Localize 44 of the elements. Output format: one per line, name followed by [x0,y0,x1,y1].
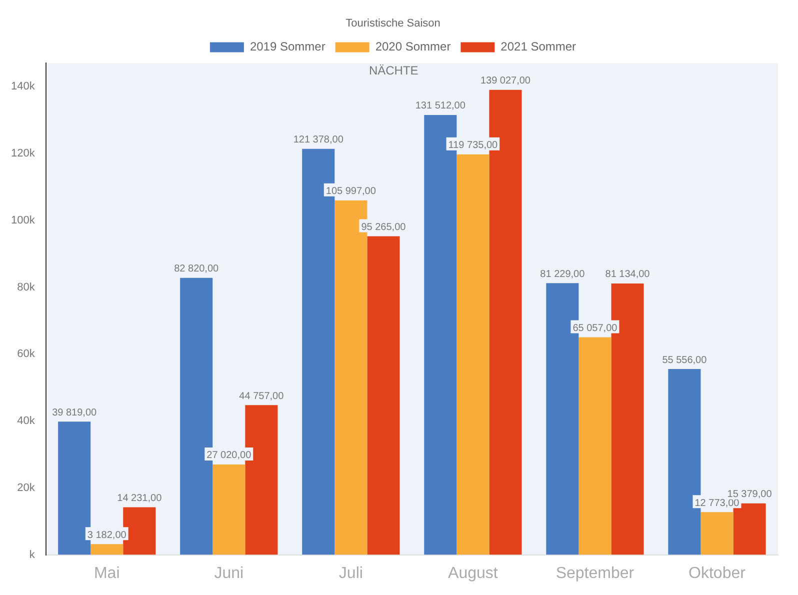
data-label: 119 735,00 [448,140,498,152]
x-tick-label: Oktober [688,564,746,582]
data-label: 27 020,00 [206,450,252,462]
data-label: 105 997,00 [326,186,376,198]
x-tick-label: Juli [338,564,363,582]
data-label: 121 378,00 [293,134,344,146]
data-label: 82 820,00 [174,264,220,275]
y-tick-label: 60k [17,348,36,360]
bar [456,154,490,555]
data-label: 44 757,00 [239,390,284,402]
bar [578,337,612,555]
y-tick-label: 120k [10,148,36,160]
y-tick-label: 100k [10,214,36,226]
legend-label: 2021 Sommer [500,40,576,54]
data-label: 131 512,00 [415,100,466,112]
bar [367,236,400,555]
x-tick-label: Mai [94,564,120,582]
x-tick-label: September [556,564,635,582]
data-label: 14 231,00 [117,492,162,504]
data-label: 81 134,00 [605,269,650,280]
y-tick-label: 20k [17,482,36,494]
data-label: 81 229,00 [540,268,586,280]
y-tick-label: 40k [17,415,36,428]
legend-label: 2019 Sommer [250,40,326,54]
data-label: 95 265,00 [361,222,406,233]
legend-label: 2020 Sommer [375,40,451,54]
y-tick-label: 140k [10,80,36,93]
data-label: 15 379,00 [727,489,772,500]
x-tick-label: Juni [214,564,244,582]
x-tick-label: August [448,564,498,582]
bar [58,422,91,555]
data-label: 3 182,00 [87,530,127,541]
data-label: 12 773,00 [694,498,740,509]
bar [700,512,734,555]
bar [212,464,246,555]
legend-title: Touristische Saison [346,18,440,30]
data-label: 39 819,00 [52,407,97,418]
bar [90,544,124,555]
data-label: 55 556,00 [662,354,708,366]
annotation: NÄCHTE [368,64,418,78]
y-tick-label: 80k [17,281,36,294]
y-tick-label: k [29,548,36,561]
data-label: 139 027,00 [480,76,531,87]
data-label: 65 057,00 [572,322,618,334]
